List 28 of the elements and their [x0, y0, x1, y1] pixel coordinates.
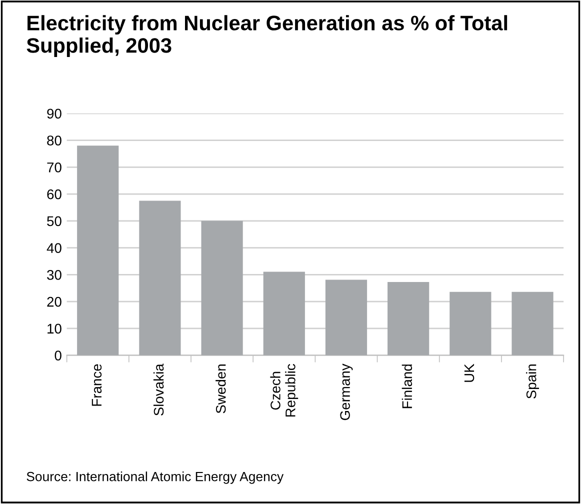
x-tick-label: France [92, 364, 102, 406]
y-tick-label: 80 [47, 136, 62, 146]
y-tick-label: 90 [47, 108, 62, 119]
y-tick-label: 10 [48, 324, 62, 334]
y-tick-label: 60 [47, 189, 62, 200]
y-tick-label: 50 [47, 216, 62, 226]
y-tick-label: 30 [47, 270, 62, 280]
bar [325, 280, 368, 356]
x-tick-label: UK [464, 364, 474, 382]
chart-title: Electricity from Nuclear Generation as % of Total Supplied, 2003 [26, 15, 508, 57]
bar [512, 292, 554, 356]
y-tick-label: 70 [47, 162, 62, 172]
y-tick-label: 40 [46, 243, 62, 253]
y-tick-label: 20 [47, 296, 62, 307]
bar [139, 200, 181, 356]
x-tick-label: Finland [402, 364, 412, 408]
x-tick-label: Czech Republic [270, 364, 298, 417]
bar [263, 272, 305, 356]
x-tick-label: Germany [340, 364, 353, 420]
source-note: Source: International Atomic Energy Agency [26, 472, 284, 484]
bar [201, 220, 243, 356]
y-tick-label: 0 [54, 350, 62, 360]
bar [77, 146, 119, 356]
bar [388, 282, 430, 356]
x-tick-label: Spain [526, 364, 539, 399]
bar [450, 292, 492, 356]
x-tick-label: Sweden [216, 364, 226, 414]
x-tick-label: Slovakia [153, 364, 164, 416]
